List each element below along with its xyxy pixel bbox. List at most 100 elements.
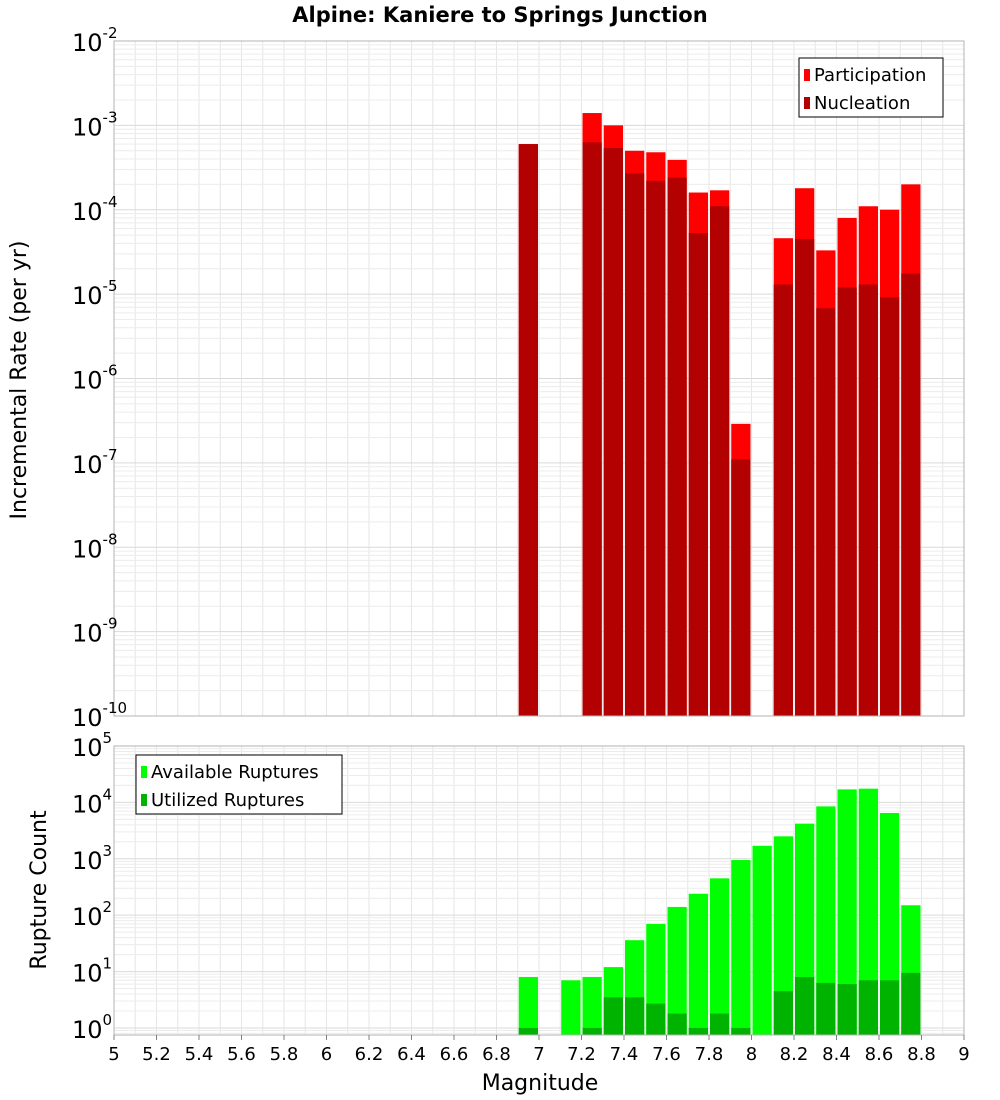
y-tick-exponent: -4 (103, 193, 118, 211)
y-tick-label: 102 (72, 898, 112, 931)
bar (816, 308, 836, 716)
bar (667, 906, 687, 1035)
x-tick-label: 8.4 (822, 1044, 851, 1065)
y-tick-exponent: 1 (103, 955, 113, 973)
bar (688, 233, 708, 716)
legend-swatch (804, 97, 810, 109)
rate-axis-label: Incremental Rate (per yr) (7, 241, 32, 520)
x-tick-label: 6.6 (440, 1044, 469, 1065)
bar (880, 980, 900, 1035)
bar (752, 845, 772, 1035)
y-tick-label: 10-3 (72, 108, 118, 141)
bar (646, 180, 666, 716)
bar (858, 788, 878, 1035)
x-tick-label: 8.2 (780, 1044, 809, 1065)
plot-frame (113, 40, 965, 717)
bar (901, 972, 921, 1035)
x-tick-label: 6.4 (397, 1044, 426, 1065)
bar (667, 1013, 687, 1035)
y-tick-base: 10 (72, 734, 103, 762)
bar (880, 812, 900, 1035)
y-tick-exponent: -6 (103, 362, 118, 380)
bar (816, 982, 836, 1035)
bar (858, 284, 878, 716)
y-tick-exponent: 0 (103, 1011, 113, 1029)
bar (858, 980, 878, 1035)
y-tick-label: 10-9 (72, 615, 118, 648)
x-tick-label: 5.8 (270, 1044, 299, 1065)
y-tick-base: 10 (72, 367, 103, 395)
x-tick-label: 8.8 (907, 1044, 936, 1065)
x-tick-label: 6.8 (482, 1044, 511, 1065)
y-tick-label: 103 (72, 842, 112, 875)
x-tick-label: 7.4 (610, 1044, 639, 1065)
y-tick-base: 10 (72, 451, 103, 479)
legend: Participation Nucleation (798, 57, 944, 118)
bar (582, 142, 602, 716)
rupture-count-axis-label: Rupture Count (27, 810, 52, 970)
x-tick-label: 7 (533, 1044, 544, 1065)
bar (710, 1013, 730, 1035)
x-tick-label: 8.6 (865, 1044, 894, 1065)
y-tick-base: 10 (72, 790, 103, 818)
x-tick-label: 7.2 (567, 1044, 596, 1065)
bar (603, 147, 623, 716)
bar (625, 173, 645, 716)
y-tick-label: 10-4 (72, 193, 118, 226)
y-tick-base: 10 (72, 847, 103, 875)
y-tick-exponent: -7 (103, 446, 118, 464)
bar (773, 836, 793, 1035)
bar (837, 287, 857, 716)
y-tick-label: 10-7 (72, 446, 118, 479)
legend-entry: Available Ruptures (151, 762, 319, 783)
legend: Available Ruptures Utilized Ruptures (135, 754, 343, 815)
bar (518, 1027, 538, 1035)
legend-entry: Participation (814, 65, 926, 86)
x-tick-label: 5.2 (142, 1044, 171, 1065)
y-tick-label: 100 (72, 1011, 112, 1044)
x-tick-label: 6.2 (355, 1044, 384, 1065)
y-tick-base: 10 (72, 29, 103, 57)
magnitude-axis-label: Magnitude (482, 1071, 599, 1096)
y-tick-base: 10 (72, 960, 103, 988)
bar (710, 878, 730, 1035)
bar (773, 991, 793, 1035)
y-tick-base: 10 (72, 1016, 103, 1044)
y-tick-label: 10-5 (72, 277, 118, 310)
y-tick-base: 10 (72, 113, 103, 141)
bar (582, 1027, 602, 1035)
legend-swatch (141, 766, 147, 778)
legend-box (798, 57, 944, 118)
x-tick-label: 9 (958, 1044, 969, 1065)
series-utilized-ruptures (518, 972, 921, 1035)
bar (795, 239, 815, 716)
bar (880, 297, 900, 716)
y-tick-base: 10 (72, 282, 103, 310)
y-tick-label: 10-8 (72, 530, 118, 563)
legend-swatch (141, 794, 147, 806)
x-tick-label: 7.6 (652, 1044, 681, 1065)
x-tick-label: 8 (746, 1044, 757, 1065)
bar (518, 144, 538, 716)
y-tick-exponent: 2 (103, 898, 113, 916)
bar (731, 459, 751, 716)
x-tick-label: 5 (108, 1044, 119, 1065)
y-tick-exponent: -8 (103, 530, 118, 548)
series-nucleation (518, 142, 921, 716)
bar (816, 806, 836, 1035)
y-tick-label: 105 (72, 729, 112, 762)
bar (667, 177, 687, 716)
y-tick-exponent: -3 (103, 108, 118, 126)
legend-entry: Utilized Ruptures (151, 790, 304, 811)
bar (625, 997, 645, 1035)
y-tick-label: 10-6 (72, 362, 118, 395)
y-tick-base: 10 (72, 903, 103, 931)
y-tick-exponent: 5 (103, 729, 113, 747)
y-tick-exponent: -10 (103, 699, 128, 717)
x-tick-label: 5.6 (227, 1044, 256, 1065)
y-tick-base: 10 (72, 620, 103, 648)
legend-box (135, 754, 343, 815)
